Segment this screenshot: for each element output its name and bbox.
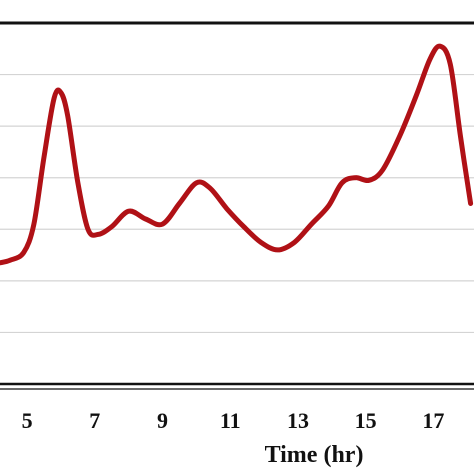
x-tick-label-9: 9 [157, 408, 168, 433]
x-tick-label-11: 11 [220, 408, 241, 433]
x-tick-label-5: 5 [22, 408, 33, 433]
x-tick-labels: 5 7 9 11 13 15 17 [22, 408, 445, 433]
x-tick-label-13: 13 [287, 408, 309, 433]
x-tick-label-17: 17 [422, 408, 444, 433]
series-line-0 [0, 43, 474, 266]
x-tick-label-15: 15 [355, 408, 377, 433]
x-axis-title: Time (hr) [265, 442, 364, 468]
series-group [0, 43, 474, 266]
gridlines [0, 73, 474, 334]
x-tick-label-7: 7 [89, 408, 100, 433]
